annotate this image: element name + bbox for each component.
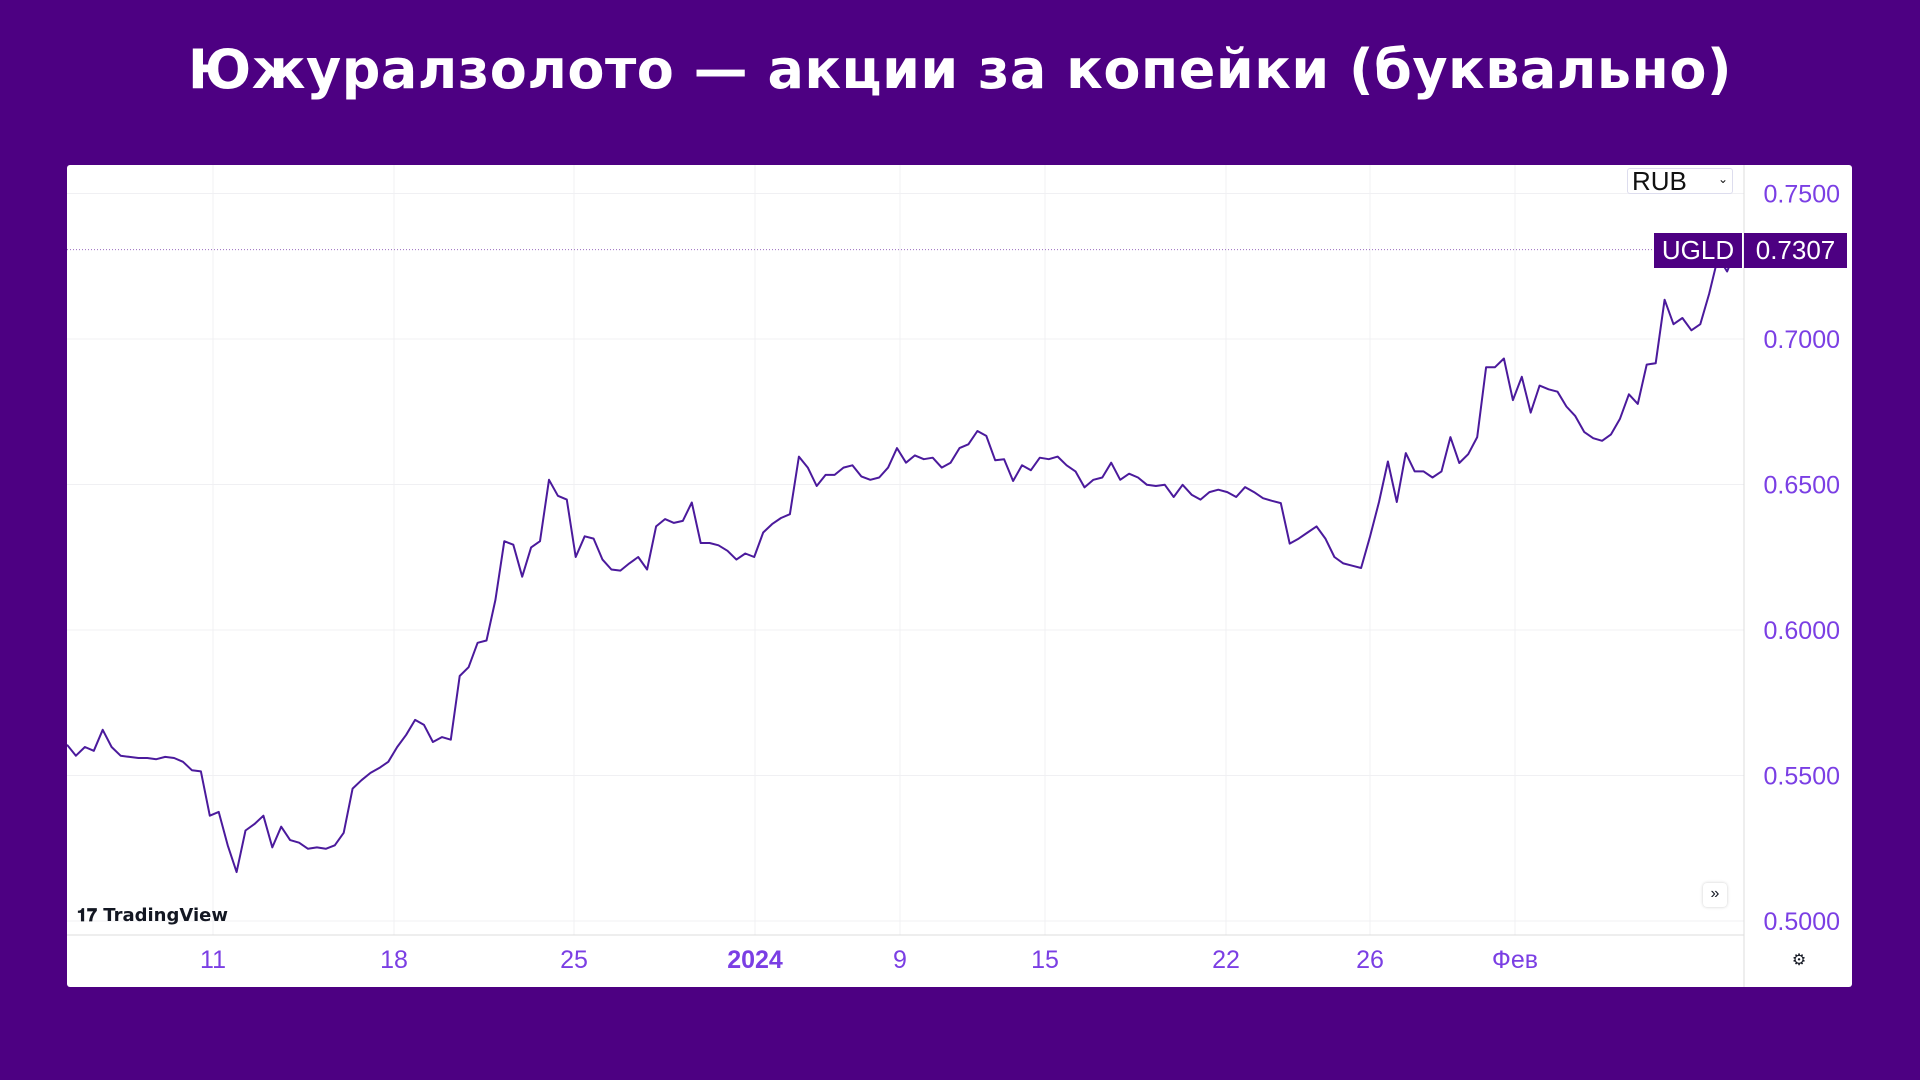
price-line: [67, 249, 1737, 874]
currency-selector[interactable]: RUB ⌄: [1627, 168, 1733, 194]
x-tick-label: 18: [380, 946, 408, 974]
y-tick-label: 0.5500: [1764, 763, 1840, 791]
x-tick-label: 11: [200, 946, 226, 974]
double-chevron-right-icon: »: [1710, 885, 1720, 902]
x-tick-label: Фев: [1492, 946, 1538, 974]
chart-panel[interactable]: 0.5000 0.5500 0.6000 0.6500 0.7000 0.7500 11 18…: [67, 165, 1852, 987]
y-tick-label: 0.6000: [1764, 617, 1840, 645]
tradingview-logo[interactable]: 𝟏𝟕 TradingView: [77, 905, 228, 926]
scroll-to-realtime-button[interactable]: »: [1703, 883, 1727, 907]
currency-value: RUB: [1632, 166, 1687, 196]
x-tick-label: 25: [560, 946, 588, 974]
y-tick-label: 0.5000: [1764, 908, 1840, 936]
settings-button[interactable]: ⚙: [1787, 949, 1811, 973]
x-tick-label: 9: [893, 946, 907, 974]
x-tick-label: 2024: [727, 946, 783, 974]
price-chart[interactable]: 0.5000 0.5500 0.6000 0.6500 0.7000 0.7500 11 18…: [67, 165, 1852, 987]
y-tick-label: 0.7500: [1764, 181, 1840, 209]
chevron-down-icon: ⌄: [1717, 172, 1728, 186]
gear-icon: ⚙: [1791, 952, 1807, 969]
symbol-tag: UGLD: [1654, 233, 1742, 268]
tradingview-logo-icon: 𝟏𝟕: [77, 905, 104, 926]
y-tick-label: 0.7000: [1764, 326, 1840, 354]
y-tick-label: 0.6500: [1764, 472, 1840, 500]
logo-text: TradingView: [103, 905, 228, 926]
page-title: Южуралзолото — акции за копейки (букваль…: [187, 38, 1733, 101]
x-tick-label: 15: [1031, 946, 1059, 974]
x-tick-label: 26: [1356, 946, 1384, 974]
x-tick-label: 22: [1212, 946, 1240, 974]
last-price-tag: 0.7307: [1744, 233, 1847, 268]
